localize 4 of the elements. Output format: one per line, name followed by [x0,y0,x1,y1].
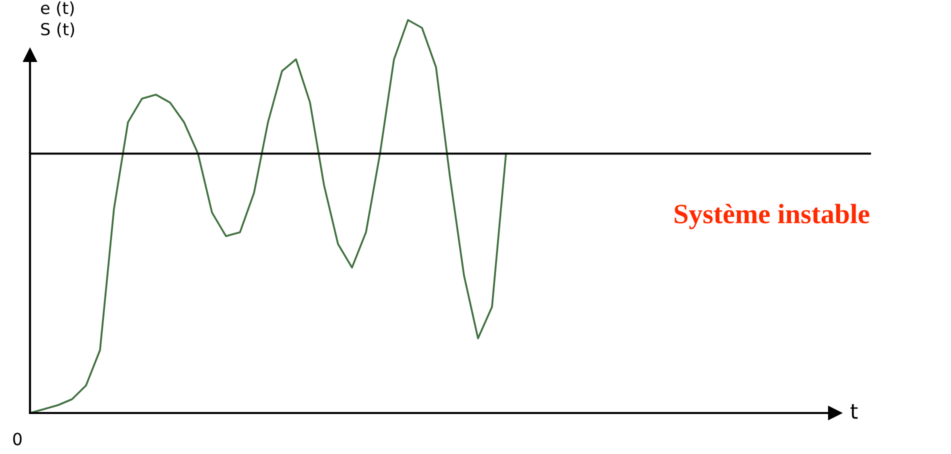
y-axis-title: e (t) S (t) [41,1,74,38]
text: 0 [13,432,22,446]
text: Système instable [674,204,870,230]
text: t [850,404,858,419]
